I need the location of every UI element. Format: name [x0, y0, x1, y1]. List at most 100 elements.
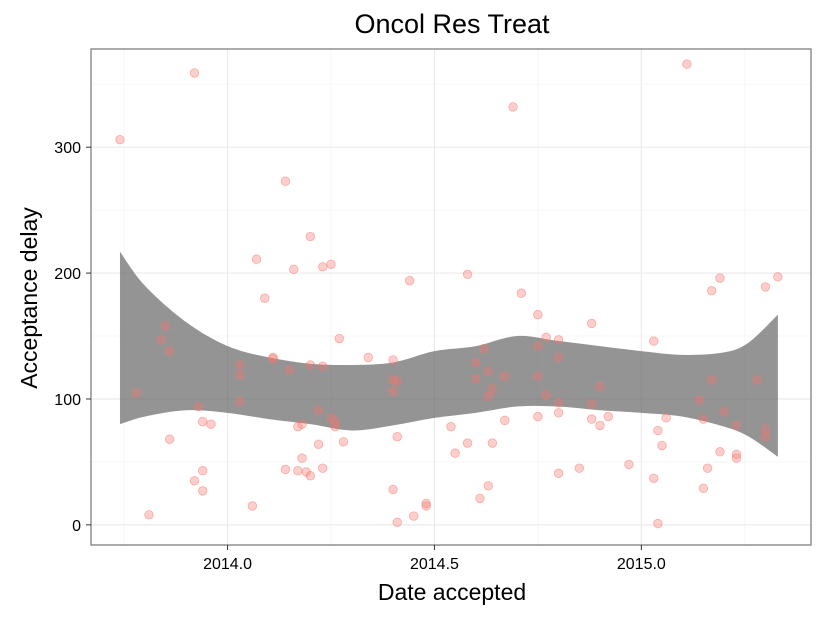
data-point — [553, 335, 564, 345]
data-point — [706, 375, 717, 385]
data-point — [421, 501, 431, 511]
data-point — [541, 390, 551, 400]
data-point — [516, 288, 527, 298]
data-point — [235, 396, 245, 407]
data-points — [115, 59, 783, 529]
x-axis-label: Date accepted — [378, 579, 526, 605]
data-point — [533, 411, 543, 422]
data-point — [553, 408, 564, 418]
data-point — [533, 309, 543, 320]
data-point — [603, 411, 613, 422]
chart-title: Oncol Res Treat — [354, 9, 550, 39]
data-point — [483, 391, 493, 402]
data-point — [330, 416, 340, 427]
data-point — [487, 438, 498, 448]
data-point — [533, 341, 543, 351]
data-point — [326, 259, 336, 269]
data-point — [715, 273, 725, 283]
data-point — [653, 425, 663, 436]
data-point — [293, 466, 303, 476]
data-point — [198, 486, 208, 496]
data-point — [508, 102, 518, 112]
y-tick-label: 200 — [54, 266, 81, 283]
data-point — [305, 231, 316, 242]
data-point — [574, 463, 584, 473]
data-point — [533, 371, 543, 382]
data-point — [698, 483, 709, 494]
data-point — [553, 468, 564, 478]
data-point — [760, 432, 771, 442]
data-point — [392, 376, 402, 387]
data-point — [160, 321, 171, 331]
data-point — [115, 134, 125, 145]
data-point — [235, 360, 245, 370]
data-point — [388, 484, 398, 495]
data-point — [338, 437, 349, 447]
data-point — [462, 438, 473, 448]
data-point — [702, 463, 713, 473]
data-point — [305, 471, 316, 481]
data-point — [450, 448, 460, 458]
data-point — [760, 424, 771, 434]
data-point — [731, 449, 742, 460]
data-point — [752, 375, 762, 385]
y-tick-label: 0 — [72, 518, 81, 535]
data-point — [731, 453, 742, 463]
data-point — [586, 414, 597, 424]
y-axis: 0 100 200 300 — [54, 140, 91, 535]
data-point — [189, 476, 200, 486]
data-point — [268, 353, 278, 364]
data-point — [653, 518, 663, 529]
data-point — [313, 439, 324, 449]
x-axis: 2014.0 2014.5 2015.0 — [203, 545, 666, 573]
data-point — [297, 419, 307, 429]
data-point — [284, 365, 295, 375]
confidence-band — [119, 251, 778, 457]
data-point — [773, 272, 783, 282]
data-point — [131, 387, 142, 398]
data-point — [479, 343, 489, 354]
x-tick-label: 2015.0 — [617, 556, 666, 573]
data-point — [206, 419, 216, 429]
data-point — [731, 420, 742, 431]
data-point — [388, 355, 398, 365]
data-point — [404, 275, 415, 286]
plot-panel — [91, 49, 811, 545]
data-point — [698, 414, 709, 424]
data-point — [462, 269, 473, 280]
data-point — [682, 59, 692, 69]
data-point — [305, 360, 316, 370]
data-point — [500, 371, 510, 382]
data-point — [657, 440, 667, 451]
data-point — [649, 336, 659, 346]
data-point — [260, 293, 270, 303]
x-tick-label: 2014.5 — [410, 556, 459, 573]
data-point — [471, 374, 481, 384]
data-point — [553, 352, 564, 363]
data-point — [649, 473, 659, 483]
data-point — [144, 510, 154, 520]
data-point — [715, 447, 725, 457]
data-point — [595, 381, 605, 392]
data-point — [318, 361, 328, 371]
x-tick-label: 2014.0 — [203, 556, 252, 573]
data-point — [471, 357, 481, 368]
data-point — [297, 453, 307, 463]
data-point — [289, 264, 299, 275]
data-point — [280, 176, 291, 186]
data-point — [198, 466, 208, 476]
data-point — [164, 346, 175, 356]
data-point — [318, 463, 328, 473]
data-point — [446, 421, 456, 432]
data-point — [280, 464, 291, 475]
data-point — [624, 459, 634, 470]
data-point — [198, 416, 208, 427]
data-point — [247, 501, 258, 511]
data-point — [388, 386, 398, 397]
data-point — [235, 370, 245, 380]
data-point — [586, 399, 597, 409]
data-point — [760, 282, 771, 292]
data-point — [363, 352, 373, 363]
data-point — [483, 481, 493, 491]
y-axis-label: Acceptance delay — [16, 207, 42, 389]
